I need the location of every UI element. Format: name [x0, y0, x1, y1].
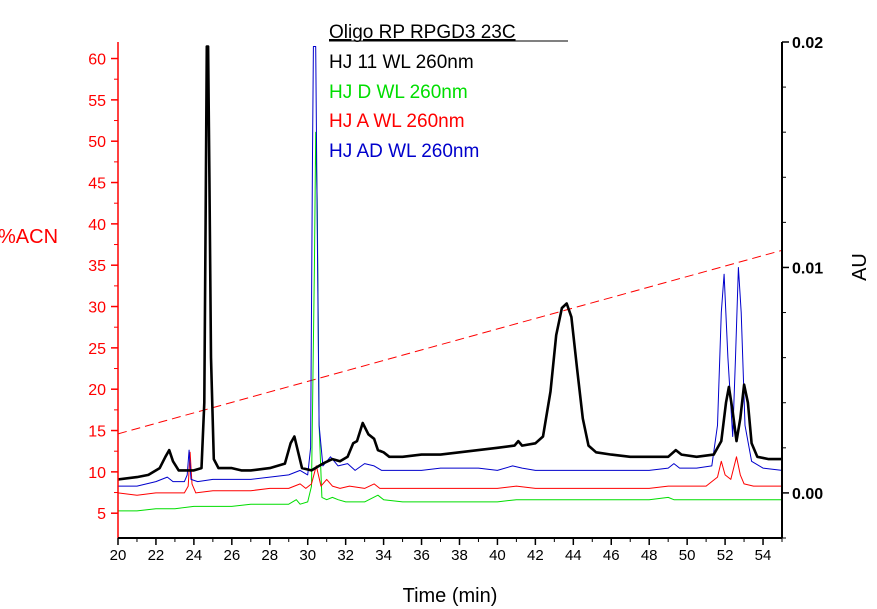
plot-area [118, 45, 782, 512]
y-right-tick-label: 0.01 [792, 260, 823, 277]
x-tick-label: 30 [299, 547, 316, 564]
x-axis-title: Time (min) [403, 585, 498, 607]
x-tick-label: 48 [641, 547, 658, 564]
x-tick-label: 22 [148, 547, 165, 564]
x-tick-label: 42 [527, 547, 544, 564]
legend-entry-hj-11: HJ 11 WL 260nm [329, 52, 474, 73]
y-left-tick-label: 30 [88, 300, 106, 317]
y-left-ticks: 5 10 15 20 25 30 35 40 45 50 55 60 [88, 52, 118, 523]
y-right-ticks: 0.00 0.01 0.02 [782, 35, 823, 539]
y-left-tick-label: 45 [88, 176, 106, 193]
x-tick-label: 20 [110, 547, 127, 564]
x-tick-label: 40 [489, 547, 506, 564]
legend-entry-hj-ad: HJ AD WL 260nm [329, 141, 479, 162]
series-line-2 [118, 451, 782, 496]
y-right-tick-label: 0.02 [792, 35, 823, 52]
y-left-tick-label: 10 [88, 465, 106, 482]
series-layer [118, 45, 782, 512]
x-tick-label: 52 [717, 547, 734, 564]
chart-title: Oligo RP RPGD3 23C [329, 22, 516, 43]
y-right-axis-title: AU [849, 253, 871, 281]
series-line-3 [118, 46, 782, 487]
y-left-tick-label: 15 [88, 424, 106, 441]
x-ticks: 20 22 24 26 28 30 32 34 36 38 40 42 44 46 48 50 52 54 [110, 538, 783, 564]
x-tick-label: 34 [375, 547, 392, 564]
series-line-1 [118, 131, 782, 512]
y-left-tick-label: 25 [88, 341, 106, 358]
legend-entry-hj-a: HJ A WL 260nm [329, 111, 465, 132]
axes [117, 42, 783, 539]
x-tick-label: 50 [679, 547, 696, 564]
y-left-tick-label: 50 [88, 134, 106, 151]
y-left-axis-title: %ACN [0, 226, 58, 248]
gradient-layer [118, 249, 782, 435]
x-tick-label: 28 [261, 547, 278, 564]
x-tick-label: 46 [603, 547, 620, 564]
x-tick-label: 44 [565, 547, 582, 564]
legend: Oligo RP RPGD3 23C HJ 11 WL 260nm HJ D W… [329, 22, 568, 162]
x-tick-label: 54 [755, 547, 772, 564]
y-left-tick-label: 35 [88, 258, 106, 275]
series-line-0 [118, 45, 782, 481]
legend-entry-hj-d: HJ D WL 260nm [329, 82, 468, 103]
x-tick-label: 32 [337, 547, 354, 564]
y-left-tick-label: 55 [88, 93, 106, 110]
gradient-line [118, 249, 782, 435]
y-left-tick-label: 20 [88, 382, 106, 399]
x-tick-label: 26 [223, 547, 240, 564]
x-tick-label: 38 [451, 547, 468, 564]
x-tick-label: 36 [413, 547, 430, 564]
y-right-tick-label: 0.00 [792, 486, 823, 503]
y-left-tick-label: 40 [88, 217, 106, 234]
y-left-tick-label: 5 [97, 506, 106, 523]
x-tick-label: 24 [186, 547, 203, 564]
y-left-tick-label: 60 [88, 52, 106, 69]
